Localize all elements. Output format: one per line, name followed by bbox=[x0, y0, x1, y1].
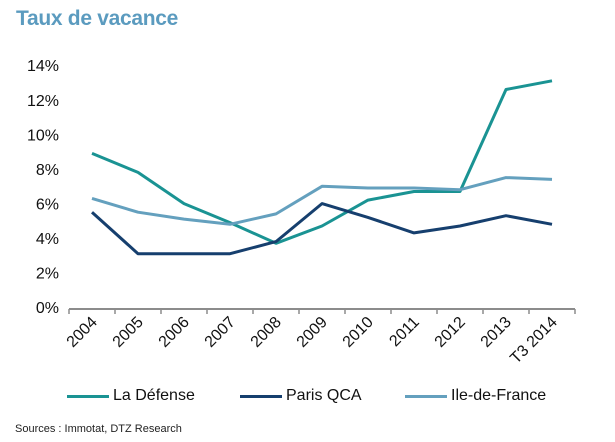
y-tick-label: 14% bbox=[27, 58, 59, 75]
y-tick-label: 8% bbox=[36, 162, 59, 179]
y-tick-label: 6% bbox=[36, 197, 59, 214]
legend-label: Ile-de-France bbox=[451, 387, 547, 404]
series-line-paris-qca bbox=[90, 202, 553, 256]
source-note: Sources : Immotat, DTZ Research bbox=[15, 423, 182, 435]
x-tick-label: 2006 bbox=[156, 314, 193, 351]
y-tick-label: 4% bbox=[36, 231, 59, 248]
legend-label: La Défense bbox=[113, 387, 195, 404]
x-tick-label: 2008 bbox=[248, 314, 285, 351]
series-line-ile-de-france bbox=[91, 176, 553, 226]
legend-item-la-defense: La Défense bbox=[67, 384, 195, 408]
x-tick-label: 2011 bbox=[386, 314, 422, 350]
series-line-la-d-fense bbox=[91, 79, 553, 245]
legend-label: Paris QCA bbox=[286, 387, 362, 404]
y-tick-label: 12% bbox=[27, 93, 59, 110]
x-tick-label: 2010 bbox=[340, 314, 377, 351]
x-tick-label: 2009 bbox=[294, 314, 331, 351]
legend-swatch bbox=[405, 394, 447, 398]
y-tick-label: 0% bbox=[36, 300, 59, 317]
x-tick-label: 2005 bbox=[110, 314, 147, 351]
legend-swatch bbox=[67, 394, 109, 398]
legend-swatch bbox=[240, 394, 282, 398]
x-tick-label: 2007 bbox=[202, 314, 239, 351]
x-axis: 2004 2005 2006 2007 2008 2009 2010 2011 2012 2013… bbox=[64, 308, 576, 368]
y-tick-label: 2% bbox=[36, 266, 59, 283]
x-tick-label: 2004 bbox=[64, 314, 101, 351]
y-tick-label: 10% bbox=[27, 127, 59, 144]
y-axis: 0% 2% 4% 6% 8% 10% 12% 14% bbox=[27, 58, 59, 317]
legend: La Défense Paris QCA Ile-de-France bbox=[0, 384, 615, 408]
chart-title: Taux de vacance bbox=[16, 7, 179, 30]
x-tick-label: T3 2014 bbox=[507, 314, 561, 368]
legend-item-ile-de-france: Ile-de-France bbox=[405, 384, 546, 408]
x-tick-label: 2013 bbox=[478, 314, 515, 351]
plot-area bbox=[90, 79, 553, 256]
legend-item-paris-qca: Paris QCA bbox=[240, 384, 362, 408]
x-tick-label: 2012 bbox=[432, 314, 469, 351]
